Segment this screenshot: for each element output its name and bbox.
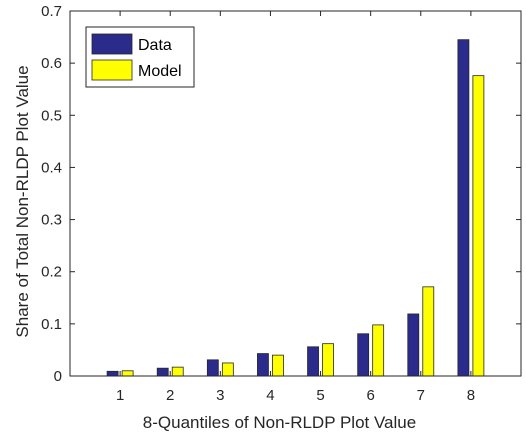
x-tick-label: 3	[216, 387, 224, 404]
y-tick-label: 0	[54, 368, 62, 385]
bar-model-7	[422, 286, 435, 377]
x-tick-label: 7	[417, 387, 425, 404]
bar-data-4	[257, 353, 269, 377]
y-tick-label: 0.4	[41, 159, 62, 176]
axes-box	[69, 10, 522, 377]
legend: Data Model	[85, 26, 195, 88]
x-tick-label: 6	[366, 387, 374, 404]
bar-data-1	[106, 370, 119, 377]
bar-model-2	[171, 366, 184, 377]
legend-swatch-data	[91, 33, 133, 55]
x-axis-title: 8-Quantiles of Non-RLDP Plot Value	[143, 413, 416, 432]
y-tick-label: 0.6	[41, 55, 62, 72]
y-tick-label: 0.1	[41, 316, 62, 333]
x-tick-label: 4	[266, 387, 274, 404]
bar-data-5	[307, 346, 319, 377]
ticks-layer: 0 0.1 0.2 0.3 0.4 0.5 0.6 0.7 1 2 3 4 5 6 7 8	[41, 3, 521, 404]
y-tick-label: 0.3	[41, 212, 62, 229]
bar-model-4	[272, 354, 284, 377]
x-tick-label: 1	[116, 387, 124, 404]
x-tick-label: 2	[166, 387, 174, 404]
y-axis-title: Share of Total Non-RLDP Plot Value	[13, 65, 32, 337]
legend-swatch-model	[91, 59, 133, 81]
bar-model-5	[322, 343, 334, 377]
bar-model-6	[372, 324, 385, 377]
legend-label-data: Data	[138, 37, 172, 54]
x-tick-label: 8	[467, 387, 475, 404]
y-tick-label: 0.2	[41, 264, 62, 281]
bar-model-1	[121, 370, 134, 377]
bar-data-3	[206, 359, 219, 377]
legend-label-model: Model	[138, 63, 182, 80]
bar-data-7	[407, 313, 420, 377]
bar-model-8	[472, 75, 485, 377]
bars-layer	[106, 39, 485, 377]
x-tick-label: 5	[316, 387, 324, 404]
bar-data-8	[457, 39, 470, 377]
y-tick-label: 0.7	[41, 3, 62, 20]
bar-data-2	[156, 367, 169, 377]
bar-model-3	[221, 362, 234, 377]
bar-data-6	[357, 333, 370, 377]
y-tick-label: 0.5	[41, 107, 62, 124]
